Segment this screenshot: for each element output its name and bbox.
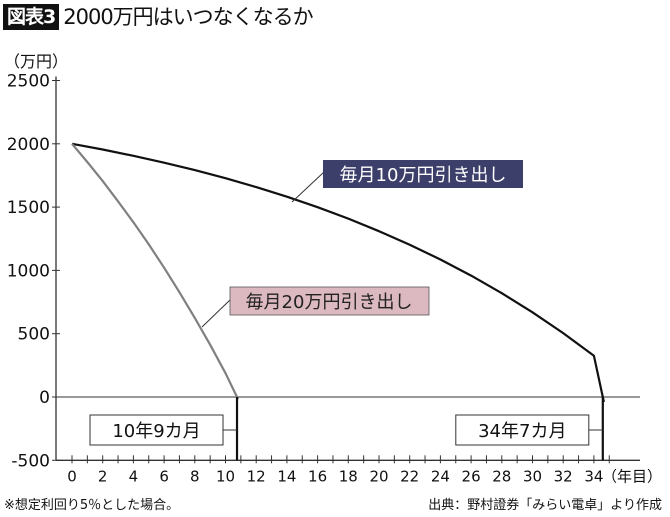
x-tick-label: 28 xyxy=(492,467,511,485)
series-label-20man-box xyxy=(229,286,430,316)
y-tick-label: 2500 xyxy=(7,72,50,92)
chart-title-bar: 図表3 2000万円はいつなくなるか xyxy=(3,3,314,31)
x-tick-label: 2 xyxy=(98,467,108,485)
y-tick-label: 2000 xyxy=(7,135,50,155)
series-label-10man-box xyxy=(323,160,523,188)
y-tick-label: 500 xyxy=(18,325,50,345)
x-tick-label: 32 xyxy=(554,467,573,485)
depletion-label-box xyxy=(455,414,590,446)
depletion-label: 10年9カ月 xyxy=(112,421,200,442)
x-tick-label: 16 xyxy=(308,467,327,485)
x-tick-label: 6 xyxy=(159,467,169,485)
x-tick-label: 22 xyxy=(400,467,419,485)
x-tick-label: 18 xyxy=(339,467,358,485)
series-line-20man xyxy=(71,143,240,400)
x-tick-label: 30 xyxy=(523,467,542,485)
figure-badge: 図表3 xyxy=(3,4,60,30)
x-tick-label: 14 xyxy=(277,467,296,485)
y-tick-label: -500 xyxy=(11,451,50,471)
x-tick-label: 0 xyxy=(67,467,77,485)
x-axis-unit: （年目） xyxy=(602,467,662,485)
x-tick-label: 34 xyxy=(584,467,603,485)
source-credit: 出典：野村證券「みらい電卓」より作成 xyxy=(428,498,662,513)
series-label-10man: 毎月10万円引き出し xyxy=(340,165,507,186)
x-tick-label: 12 xyxy=(247,467,266,485)
x-tick-label: 20 xyxy=(369,467,388,485)
x-tick-label: 4 xyxy=(129,467,139,485)
depletion-label-box xyxy=(89,414,224,446)
footnote: ※想定利回り5％とした場合。 xyxy=(4,498,180,513)
series-line-10man xyxy=(71,142,605,403)
x-tick-label: 8 xyxy=(190,467,200,485)
chart-title: 2000万円はいつなくなるか xyxy=(63,5,313,29)
y-axis-unit: （万円） xyxy=(4,52,69,71)
y-tick-label: 0 xyxy=(39,388,50,408)
x-tick-label: 10 xyxy=(216,467,235,485)
y-tick-label: 1000 xyxy=(7,261,50,281)
depletion-label: 34年7カ月 xyxy=(478,421,566,442)
series-label-20man: 毎月20万円引き出し xyxy=(246,292,413,313)
x-tick-label: 26 xyxy=(462,467,481,485)
x-tick-label: 24 xyxy=(431,467,450,485)
y-tick-label: 1500 xyxy=(7,198,50,218)
